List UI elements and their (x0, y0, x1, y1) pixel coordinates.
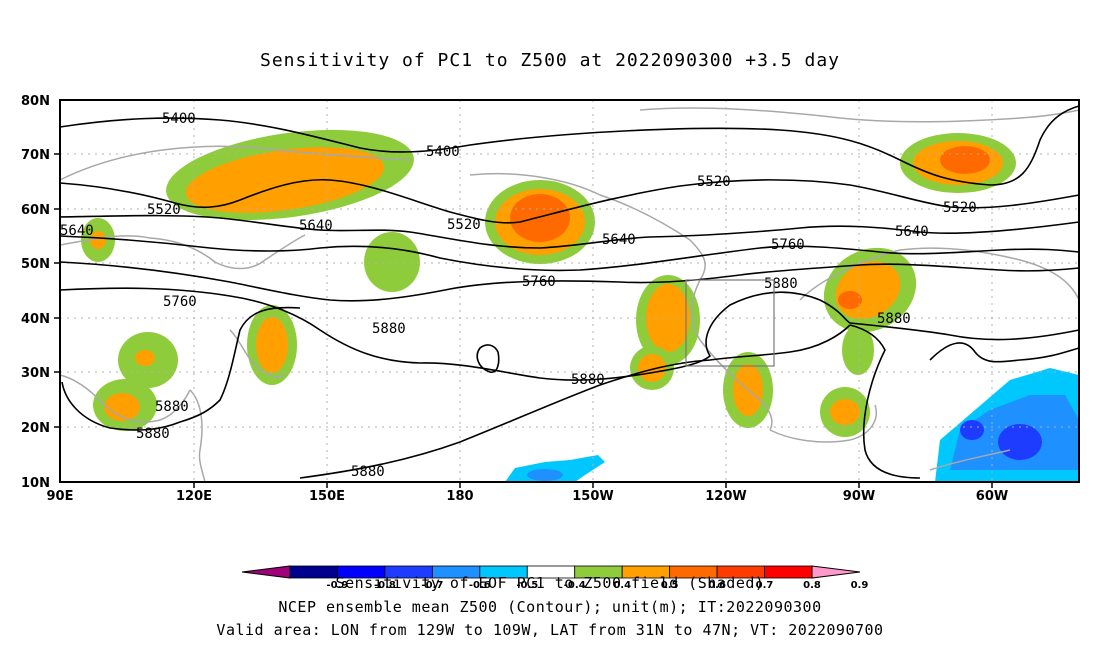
lat-label: 30N (21, 366, 50, 381)
lat-label: 70N (21, 148, 50, 163)
shade-dark-blue (998, 424, 1042, 460)
lon-label: 120W (705, 489, 746, 504)
shade-green (364, 232, 420, 292)
shade-red (510, 194, 570, 242)
contour-label: 5640 (602, 232, 636, 248)
contour-label: 5640 (299, 218, 333, 234)
contour-label: 5880 (136, 426, 170, 442)
contour-label: 5880 (372, 321, 406, 337)
lat-label: 60N (21, 203, 50, 218)
lon-label: 150W (572, 489, 613, 504)
colorbar-tick-label: -0.6 (469, 580, 491, 591)
contour-labels: 5400 5400 5520 5520 5520 5520 5640 5640 … (60, 111, 977, 480)
lat-label: 80N (21, 94, 50, 109)
map-frame (59, 99, 1080, 483)
shade-dark-blue (960, 420, 984, 440)
contour-label: 5400 (162, 111, 196, 127)
caption-line-2: NCEP ensemble mean Z500 (Contour); unit(… (278, 598, 822, 616)
shade-orange (104, 393, 140, 421)
shade-red (940, 146, 990, 174)
contour-label: 5520 (943, 200, 977, 216)
colorbar-tick-label: -0.4 (564, 580, 586, 591)
shade-green (842, 325, 874, 375)
colorbar-tick-label: -0.5 (516, 580, 538, 591)
shade-orange (185, 147, 385, 213)
contour-label: 5520 (447, 217, 481, 233)
lon-labels: 90E 120E 150E 180 150W 120W 90W 60W (47, 489, 1009, 504)
lat-label: 10N (21, 476, 50, 491)
lat-labels: 80N 70N 60N 50N 40N 30N 20N 10N (21, 94, 50, 491)
map-title: Sensitivity of PC1 to Z500 at 2022090300… (259, 50, 840, 71)
colorbar-tick-label: 0.5 (661, 580, 679, 591)
contour-label: 5880 (764, 276, 798, 292)
lon-label: 150E (309, 489, 345, 504)
lon-label: 90E (47, 489, 74, 504)
colorbar-tick-label: -0.9 (327, 580, 349, 591)
shade-blue (527, 469, 563, 481)
colorbar-tick-label: 0.6 (708, 580, 726, 591)
caption-line-3: Valid area: LON from 129W to 109W, LAT f… (216, 621, 884, 639)
caption-line-1: Sensitivity of EOF PC1 to Z500 field (Sh… (335, 574, 765, 592)
colorbar-tick-label: 0.7 (756, 580, 774, 591)
shade-orange (638, 354, 666, 382)
contour-label: 5880 (155, 399, 189, 415)
contour-label: 5640 (60, 223, 94, 239)
colorbar-tick-label: -0.7 (421, 580, 443, 591)
colorbar-right-arrow (811, 565, 861, 579)
lat-label: 20N (21, 421, 50, 436)
contour-label: 5760 (163, 294, 197, 310)
colorbar-tick-label: 0.8 (803, 580, 821, 591)
contour-label: 5880 (877, 311, 911, 327)
colorbar: -0.9 -0.8 -0.7 -0.6 -0.5 -0.4 0.4 0.5 0.6 0.7 0.8 0… (241, 565, 869, 591)
shade-orange (830, 399, 860, 425)
contour-label: 5760 (522, 274, 556, 290)
shade-orange (135, 350, 155, 366)
shade-red (838, 291, 862, 309)
shade-orange (646, 284, 690, 352)
lon-label: 180 (446, 489, 473, 504)
shade-orange (256, 317, 288, 373)
valid-area-box (685, 279, 775, 367)
contour-label: 5880 (571, 372, 605, 388)
colorbar-tick-label: 0.4 (613, 580, 631, 591)
lat-label: 50N (21, 257, 50, 272)
z500-contours (59, 105, 1080, 479)
contour-label: 5640 (895, 224, 929, 240)
shade-orange (90, 231, 106, 249)
contour-label: 5400 (426, 144, 460, 160)
lon-label: 90W (843, 489, 875, 504)
contour-label: 5760 (771, 237, 805, 253)
shaded-regions (81, 129, 1079, 482)
contour-label: 5520 (147, 202, 181, 218)
lon-label: 120E (176, 489, 212, 504)
colorbar-tick-label: -0.8 (374, 580, 396, 591)
axis-ticks (54, 153, 993, 488)
lon-label: 60W (976, 489, 1008, 504)
lat-label: 40N (21, 312, 50, 327)
colorbar-tick-label: 0.9 (851, 580, 869, 591)
contour-label: 5520 (697, 174, 731, 190)
contour-label: 5880 (351, 464, 385, 480)
coastlines (59, 107, 1080, 483)
